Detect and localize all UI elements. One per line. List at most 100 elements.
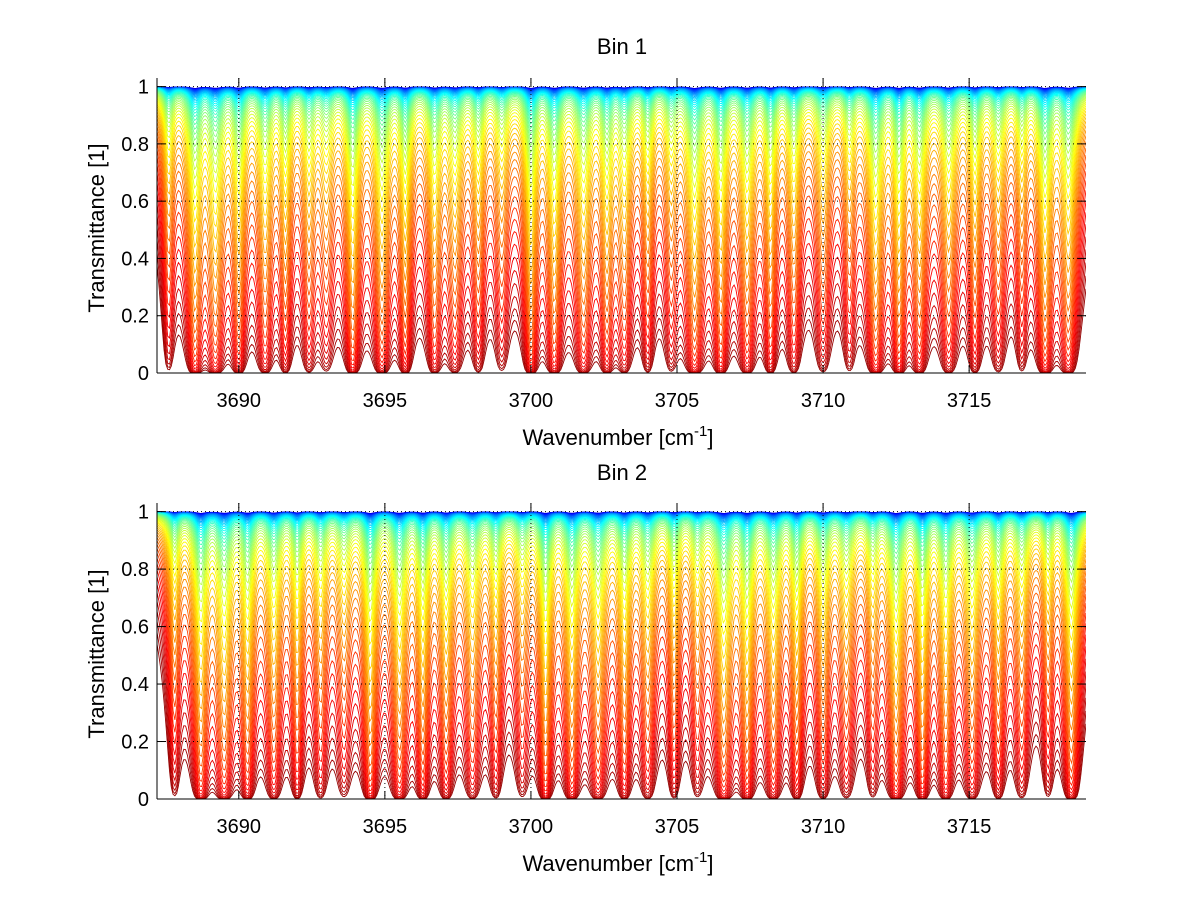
x-tick-label: 3710 xyxy=(801,816,846,838)
transmittance-series xyxy=(157,514,1086,566)
y-axis-label: Transmittance [1] xyxy=(84,143,109,312)
x-tick-label: 3715 xyxy=(947,816,992,838)
x-tick-label: 3705 xyxy=(655,816,700,838)
transmittance-series xyxy=(157,264,1086,373)
transmittance-series xyxy=(157,529,1086,699)
y-tick-label: 0.6 xyxy=(121,191,149,213)
transmittance-series xyxy=(157,512,1086,529)
x-tick-label: 3700 xyxy=(509,816,554,838)
transmittance-series xyxy=(157,202,1086,373)
transmittance-series xyxy=(157,512,1086,539)
transmittance-series xyxy=(157,621,1086,799)
transmittance-series xyxy=(157,93,1086,155)
transmittance-series xyxy=(157,521,1086,636)
transmittance-series xyxy=(157,584,1086,797)
transmittance-series xyxy=(157,558,1086,783)
transmittance-series xyxy=(157,88,1086,111)
transmittance-series xyxy=(157,610,1086,799)
transmittance-series xyxy=(157,522,1086,648)
transmittance-series xyxy=(157,515,1086,579)
transmittance-series xyxy=(157,512,1086,533)
chart-title: Bin 2 xyxy=(597,460,647,485)
transmittance-series xyxy=(157,142,1086,344)
chart-bin-1: Bin 1 3690 3695 3700 3705 3710 3715 0 0.2 0.4 0.6… xyxy=(84,34,1086,450)
transmittance-series xyxy=(157,601,1086,799)
transmittance-series xyxy=(157,181,1086,370)
transmittance-series xyxy=(157,518,1086,614)
transmittance-series xyxy=(157,111,1086,261)
transmittance-series xyxy=(157,514,1086,560)
transmittance-series xyxy=(157,90,1086,126)
transmittance-series xyxy=(157,226,1086,373)
x-axis-label: Wavenumber [cm-1] xyxy=(522,423,713,450)
transmittance-series xyxy=(157,540,1086,749)
transmittance-series xyxy=(157,148,1086,351)
transmittance-series xyxy=(157,91,1086,135)
transmittance-series xyxy=(157,90,1086,130)
transmittance-series xyxy=(157,136,1086,334)
transmittance-series xyxy=(157,98,1086,190)
y-tick-label: 0.4 xyxy=(121,674,149,696)
y-tick-label: 0.8 xyxy=(121,134,149,156)
transmittance-series xyxy=(157,519,1086,625)
transmittance-series xyxy=(157,552,1086,777)
transmittance-series xyxy=(157,513,1086,546)
transmittance-series xyxy=(157,108,1086,248)
transmittance-series xyxy=(157,513,1086,542)
transmittance-series xyxy=(157,114,1086,275)
transmittance-series xyxy=(157,513,1086,550)
transmittance-series xyxy=(157,87,1086,102)
y-tick-label: 0.8 xyxy=(121,559,149,581)
transmittance-series xyxy=(157,516,1086,587)
x-tick-label: 3700 xyxy=(509,390,554,412)
transmittance-series xyxy=(157,512,1086,531)
plot-area: 3690 3695 3700 3705 3710 3715 0 0.2 0.4 0.6 0.8 1 xyxy=(121,502,1086,838)
transmittance-series xyxy=(157,88,1086,109)
transmittance-series xyxy=(157,563,1086,788)
transmittance-series xyxy=(157,537,1086,737)
transmittance-series xyxy=(157,89,1086,121)
y-tick-label: 0.6 xyxy=(121,617,149,639)
transmittance-series xyxy=(157,592,1086,798)
transmittance-series xyxy=(157,92,1086,148)
transmittance-series xyxy=(157,238,1086,373)
transmittance-series xyxy=(157,517,1086,595)
transmittance-series xyxy=(157,117,1086,288)
transmittance-series xyxy=(157,126,1086,313)
transmittance-series xyxy=(157,515,1086,572)
transmittance-series xyxy=(157,214,1086,373)
transmittance-series xyxy=(157,105,1086,236)
transmittance-series xyxy=(157,130,1086,324)
transmittance-series xyxy=(157,525,1086,673)
transmittance-series xyxy=(157,544,1086,759)
transmittance-series xyxy=(157,88,1086,114)
transmittance-series xyxy=(157,156,1086,358)
y-tick-label: 0 xyxy=(138,363,149,385)
transmittance-series xyxy=(157,569,1086,792)
x-tick-label: 3690 xyxy=(217,816,262,838)
transmittance-series xyxy=(157,251,1086,373)
x-tick-label: 3690 xyxy=(217,390,262,412)
transmittance-series xyxy=(157,172,1086,367)
transmittance-series xyxy=(157,523,1086,660)
transmittance-series xyxy=(157,517,1086,604)
transmittance-series xyxy=(157,88,1086,106)
transmittance-series xyxy=(157,514,1086,555)
series-group xyxy=(157,86,1086,373)
transmittance-series xyxy=(157,512,1086,536)
x-tick-label: 3695 xyxy=(363,390,408,412)
series-group xyxy=(157,511,1086,799)
transmittance-series xyxy=(157,89,1086,118)
y-tick-label: 0.2 xyxy=(121,732,149,754)
x-tick-label: 3710 xyxy=(801,390,846,412)
x-tick-label: 3695 xyxy=(363,816,408,838)
transmittance-series xyxy=(157,643,1086,799)
transmittance-series xyxy=(157,534,1086,725)
y-tick-label: 0.4 xyxy=(121,248,149,270)
transmittance-series xyxy=(157,512,1086,527)
transmittance-series xyxy=(157,632,1086,799)
y-axis-label: Transmittance [1] xyxy=(84,569,109,738)
transmittance-series xyxy=(157,94,1086,162)
transmittance-series xyxy=(157,548,1086,768)
